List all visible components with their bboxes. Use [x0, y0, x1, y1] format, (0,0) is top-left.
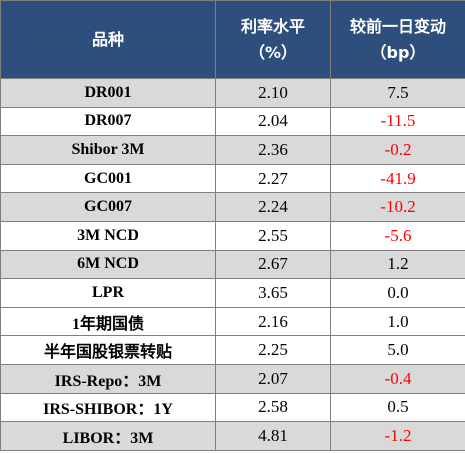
table-row: GC001 2.27 -41.9: [0, 163, 465, 194]
rate-cell: 2.16: [215, 306, 331, 337]
table-row: Shibor 3M 2.36 -0.2: [0, 135, 465, 165]
table-row: IRS-SHIBOR：1Y 2.58 0.5: [0, 392, 465, 423]
table-row: 6M NCD 2.67 1.2: [0, 249, 465, 280]
name-cell: IRS-Repo：3M: [0, 363, 216, 394]
table-row: LPR 3.65 0.0: [0, 278, 465, 308]
rate-cell: 4.81: [215, 421, 331, 451]
rate-cell: 2.24: [215, 192, 331, 222]
change-cell: -11.5: [330, 106, 465, 137]
header-cell: 较前一日变动 （bp）: [330, 0, 465, 79]
name-cell: LPR: [0, 278, 216, 308]
change-cell: 1.2: [330, 249, 465, 280]
name-cell: DR007: [0, 106, 216, 137]
name-cell: 6M NCD: [0, 249, 216, 280]
table-row: LIBOR：3M 4.81 -1.2: [0, 421, 465, 451]
name-cell: LIBOR：3M: [0, 421, 216, 451]
change-cell: 0.0: [330, 278, 465, 308]
name-cell: 1年期国债: [0, 306, 216, 337]
table-row: DR001 2.10 7.5: [0, 78, 465, 108]
table-row: GC007 2.24 -10.2: [0, 192, 465, 222]
change-cell: -1.2: [330, 421, 465, 451]
rate-cell: 2.67: [215, 249, 331, 280]
rate-cell: 2.55: [215, 220, 331, 251]
change-cell: 7.5: [330, 78, 465, 108]
name-cell: DR001: [0, 78, 216, 108]
header-cell: 利率水平 （%）: [215, 0, 331, 79]
rate-cell: 3.65: [215, 278, 331, 308]
name-cell: IRS-SHIBOR：1Y: [0, 392, 216, 423]
name-cell: GC001: [0, 163, 216, 194]
rate-cell: 2.58: [215, 392, 331, 423]
rate-cell: 2.07: [215, 363, 331, 394]
header-text: 较前一日变动: [349, 16, 446, 36]
change-cell: -0.4: [330, 363, 465, 394]
header-cell: 品种: [0, 0, 216, 79]
table-row: IRS-Repo：3M 2.07 -0.4: [0, 363, 465, 394]
table-row: DR007 2.04 -11.5: [0, 106, 465, 137]
table-row: 1年期国债 2.16 1.0: [0, 306, 465, 337]
header-text: 利率水平: [240, 16, 305, 36]
change-cell: -41.9: [330, 163, 465, 194]
change-cell: 1.0: [330, 306, 465, 337]
name-cell: GC007: [0, 192, 216, 222]
header-text: （bp）: [370, 42, 426, 62]
change-cell: 0.5: [330, 392, 465, 423]
rate-cell: 2.36: [215, 135, 331, 165]
change-cell: -10.2: [330, 192, 465, 222]
change-cell: -0.2: [330, 135, 465, 165]
table-row: 半年国股银票转贴 2.25 5.0: [0, 335, 465, 365]
header-text: （%）: [248, 42, 298, 62]
change-cell: 5.0: [330, 335, 465, 365]
rate-cell: 2.25: [215, 335, 331, 365]
table-row: 3M NCD 2.55 -5.6: [0, 220, 465, 251]
table-body: DR001 2.10 7.5 DR007 2.04 -11.5 Shibor 3M 2.36-…: [0, 78, 465, 451]
header-text: 品种: [91, 29, 124, 49]
name-cell: Shibor 3M: [0, 135, 216, 165]
name-cell: 半年国股银票转贴: [0, 335, 216, 365]
header-row: 品种 利率水平 （%） 较前一日变动 （bp）: [0, 0, 465, 79]
rate-cell: 2.10: [215, 78, 331, 108]
rate-cell: 2.27: [215, 163, 331, 194]
change-cell: -5.6: [330, 220, 465, 251]
rate-cell: 2.04: [215, 106, 331, 137]
name-cell: 3M NCD: [0, 220, 216, 251]
